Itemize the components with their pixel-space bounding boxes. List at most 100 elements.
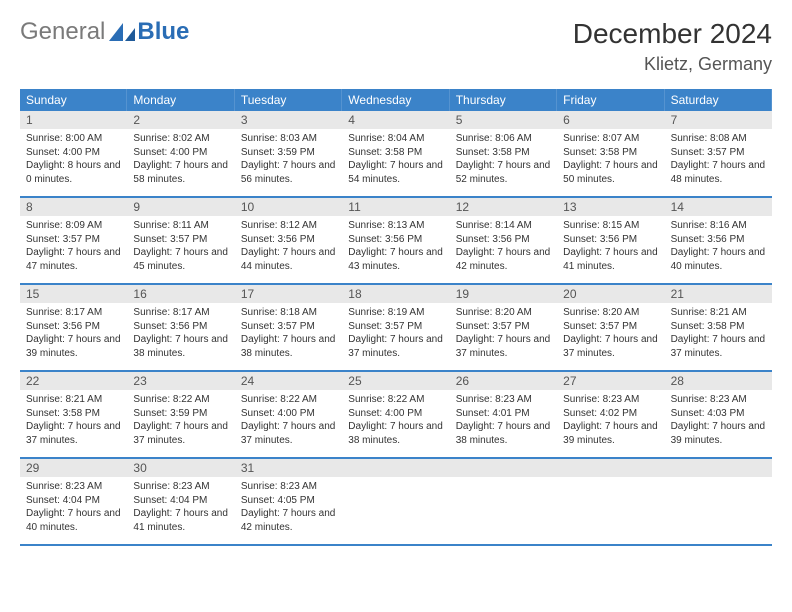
dow-thursday: Thursday (450, 89, 557, 111)
day-cell-3: Sunrise: 8:03 AMSunset: 3:59 PMDaylight:… (235, 129, 342, 196)
day-number: 11 (342, 198, 449, 216)
day-number (665, 459, 772, 477)
dow-sunday: Sunday (20, 89, 127, 111)
day-number: 12 (450, 198, 557, 216)
dow-monday: Monday (127, 89, 234, 111)
day-body: Sunrise: 8:20 AMSunset: 3:57 PMDaylight:… (557, 303, 664, 370)
daylight-line: Daylight: 7 hours and 37 minutes. (26, 420, 121, 447)
sunset-line: Sunset: 3:57 PM (133, 233, 228, 247)
day-number (450, 459, 557, 477)
week-3-daynums: 15161718192021 (20, 285, 772, 303)
daylight-line: Daylight: 7 hours and 37 minutes. (348, 333, 443, 360)
dow-saturday: Saturday (665, 89, 772, 111)
day-body: Sunrise: 8:00 AMSunset: 4:00 PMDaylight:… (20, 129, 127, 196)
day-body: Sunrise: 8:21 AMSunset: 3:58 PMDaylight:… (665, 303, 772, 370)
day-cell-21: Sunrise: 8:21 AMSunset: 3:58 PMDaylight:… (665, 303, 772, 370)
day-number: 25 (342, 372, 449, 390)
day-number: 31 (235, 459, 342, 477)
week-4-daynums: 22232425262728 (20, 372, 772, 390)
daylight-line: Daylight: 7 hours and 37 minutes. (563, 333, 658, 360)
sunset-line: Sunset: 3:56 PM (563, 233, 658, 247)
sunrise-line: Sunrise: 8:19 AM (348, 306, 443, 320)
location: Klietz, Germany (573, 54, 772, 75)
day-cell-empty (342, 477, 449, 544)
day-body: Sunrise: 8:07 AMSunset: 3:58 PMDaylight:… (557, 129, 664, 196)
day-body: Sunrise: 8:19 AMSunset: 3:57 PMDaylight:… (342, 303, 449, 370)
sunset-line: Sunset: 3:58 PM (563, 146, 658, 160)
dow-friday: Friday (557, 89, 664, 111)
day-cell-14: Sunrise: 8:16 AMSunset: 3:56 PMDaylight:… (665, 216, 772, 283)
day-body: Sunrise: 8:20 AMSunset: 3:57 PMDaylight:… (450, 303, 557, 370)
day-cell-7: Sunrise: 8:08 AMSunset: 3:57 PMDaylight:… (665, 129, 772, 196)
daylight-line: Daylight: 7 hours and 43 minutes. (348, 246, 443, 273)
daylight-line: Daylight: 7 hours and 41 minutes. (563, 246, 658, 273)
logo-sail-icon (109, 23, 135, 41)
logo-text-1: General (20, 18, 105, 46)
sunrise-line: Sunrise: 8:22 AM (241, 393, 336, 407)
sunset-line: Sunset: 4:00 PM (348, 407, 443, 421)
day-cell-17: Sunrise: 8:18 AMSunset: 3:57 PMDaylight:… (235, 303, 342, 370)
day-body: Sunrise: 8:22 AMSunset: 4:00 PMDaylight:… (235, 390, 342, 457)
sunrise-line: Sunrise: 8:11 AM (133, 219, 228, 233)
sunset-line: Sunset: 3:56 PM (348, 233, 443, 247)
daylight-line: Daylight: 7 hours and 58 minutes. (133, 159, 228, 186)
day-body: Sunrise: 8:11 AMSunset: 3:57 PMDaylight:… (127, 216, 234, 283)
daylight-line: Daylight: 7 hours and 38 minutes. (456, 420, 551, 447)
day-cell-4: Sunrise: 8:04 AMSunset: 3:58 PMDaylight:… (342, 129, 449, 196)
day-number: 16 (127, 285, 234, 303)
day-body: Sunrise: 8:23 AMSunset: 4:04 PMDaylight:… (127, 477, 234, 544)
day-body: Sunrise: 8:18 AMSunset: 3:57 PMDaylight:… (235, 303, 342, 370)
daylight-line: Daylight: 7 hours and 38 minutes. (133, 333, 228, 360)
logo: General Blue (20, 18, 189, 46)
month-title: December 2024 (573, 18, 772, 50)
day-cell-27: Sunrise: 8:23 AMSunset: 4:02 PMDaylight:… (557, 390, 664, 457)
sunset-line: Sunset: 3:58 PM (456, 146, 551, 160)
sunrise-line: Sunrise: 8:23 AM (26, 480, 121, 494)
daylight-line: Daylight: 7 hours and 42 minutes. (241, 507, 336, 534)
daylight-line: Daylight: 7 hours and 50 minutes. (563, 159, 658, 186)
week-2-daynums: 891011121314 (20, 198, 772, 216)
daylight-line: Daylight: 7 hours and 37 minutes. (671, 333, 766, 360)
day-cell-23: Sunrise: 8:22 AMSunset: 3:59 PMDaylight:… (127, 390, 234, 457)
day-cell-9: Sunrise: 8:11 AMSunset: 3:57 PMDaylight:… (127, 216, 234, 283)
day-body: Sunrise: 8:22 AMSunset: 3:59 PMDaylight:… (127, 390, 234, 457)
sunrise-line: Sunrise: 8:22 AM (133, 393, 228, 407)
week-5: Sunrise: 8:23 AMSunset: 4:04 PMDaylight:… (20, 477, 772, 546)
daylight-line: Daylight: 7 hours and 44 minutes. (241, 246, 336, 273)
day-body (450, 477, 557, 541)
day-body: Sunrise: 8:23 AMSunset: 4:04 PMDaylight:… (20, 477, 127, 544)
sunset-line: Sunset: 3:58 PM (671, 320, 766, 334)
sunrise-line: Sunrise: 8:08 AM (671, 132, 766, 146)
sunrise-line: Sunrise: 8:23 AM (671, 393, 766, 407)
sunrise-line: Sunrise: 8:23 AM (133, 480, 228, 494)
sunset-line: Sunset: 4:00 PM (133, 146, 228, 160)
day-body: Sunrise: 8:15 AMSunset: 3:56 PMDaylight:… (557, 216, 664, 283)
sunrise-line: Sunrise: 8:16 AM (671, 219, 766, 233)
day-cell-empty (450, 477, 557, 544)
day-cell-26: Sunrise: 8:23 AMSunset: 4:01 PMDaylight:… (450, 390, 557, 457)
sunrise-line: Sunrise: 8:00 AM (26, 132, 121, 146)
daylight-line: Daylight: 7 hours and 42 minutes. (456, 246, 551, 273)
sunset-line: Sunset: 4:01 PM (456, 407, 551, 421)
day-number: 30 (127, 459, 234, 477)
day-body: Sunrise: 8:13 AMSunset: 3:56 PMDaylight:… (342, 216, 449, 283)
day-cell-5: Sunrise: 8:06 AMSunset: 3:58 PMDaylight:… (450, 129, 557, 196)
sunrise-line: Sunrise: 8:09 AM (26, 219, 121, 233)
sunset-line: Sunset: 3:59 PM (241, 146, 336, 160)
sunrise-line: Sunrise: 8:13 AM (348, 219, 443, 233)
day-number (557, 459, 664, 477)
day-number: 7 (665, 111, 772, 129)
logo-text-2: Blue (137, 18, 189, 46)
sunset-line: Sunset: 3:56 PM (671, 233, 766, 247)
day-number: 21 (665, 285, 772, 303)
daylight-line: Daylight: 7 hours and 52 minutes. (456, 159, 551, 186)
daylight-line: Daylight: 7 hours and 54 minutes. (348, 159, 443, 186)
day-body: Sunrise: 8:02 AMSunset: 4:00 PMDaylight:… (127, 129, 234, 196)
sunrise-line: Sunrise: 8:07 AM (563, 132, 658, 146)
day-number: 8 (20, 198, 127, 216)
day-number: 29 (20, 459, 127, 477)
day-number: 13 (557, 198, 664, 216)
day-body: Sunrise: 8:23 AMSunset: 4:05 PMDaylight:… (235, 477, 342, 544)
sunrise-line: Sunrise: 8:23 AM (456, 393, 551, 407)
day-cell-12: Sunrise: 8:14 AMSunset: 3:56 PMDaylight:… (450, 216, 557, 283)
